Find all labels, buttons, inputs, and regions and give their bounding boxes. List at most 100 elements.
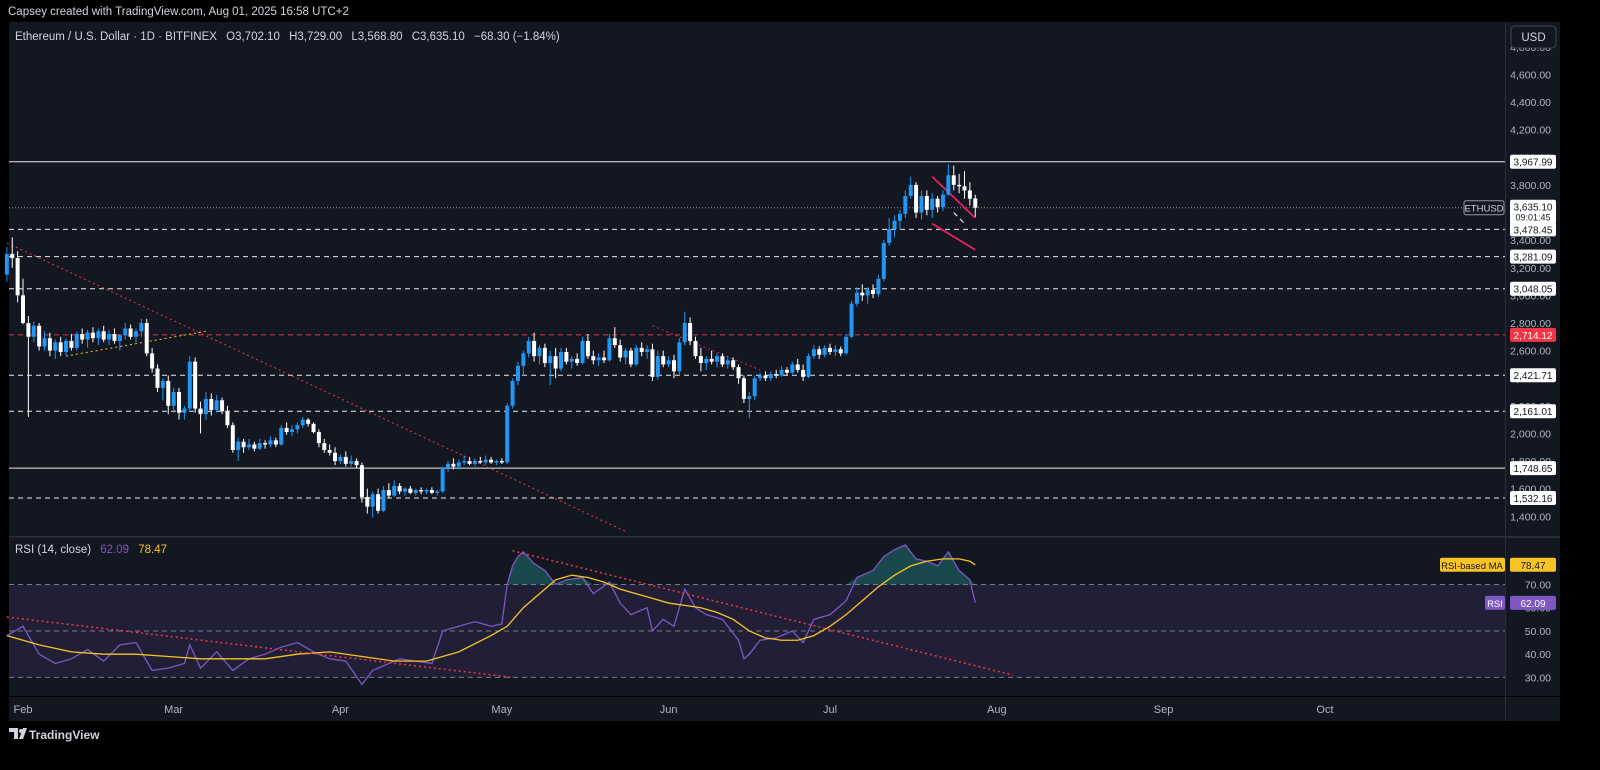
candle-body[interactable]	[935, 198, 940, 208]
level-price-badge[interactable]	[1510, 222, 1556, 237]
candle[interactable]	[333, 447, 338, 466]
candle[interactable]	[645, 345, 650, 359]
candle-body[interactable]	[171, 392, 176, 406]
candle[interactable]	[263, 440, 268, 449]
candle-body[interactable]	[446, 463, 451, 468]
candle[interactable]	[935, 195, 940, 213]
candle[interactable]	[908, 176, 913, 199]
candle-body[interactable]	[741, 378, 746, 399]
candle-body[interactable]	[4, 253, 9, 275]
time-scale[interactable]	[9, 697, 1560, 721]
level-price-badge[interactable]	[1510, 368, 1556, 383]
candle-body[interactable]	[709, 358, 714, 362]
candle[interactable]	[376, 488, 381, 514]
candle-body[interactable]	[677, 342, 682, 372]
candle-body[interactable]	[623, 350, 628, 358]
candle[interactable]	[80, 328, 85, 344]
candle-body[interactable]	[790, 364, 795, 373]
candle[interactable]	[53, 339, 58, 359]
candle[interactable]	[456, 459, 461, 470]
candle-body[interactable]	[940, 194, 945, 208]
candle[interactable]	[311, 422, 316, 434]
candle[interactable]	[424, 488, 429, 495]
candle-body[interactable]	[795, 364, 800, 370]
candle[interactable]	[499, 458, 504, 464]
candle[interactable]	[214, 394, 219, 413]
candle-body[interactable]	[376, 494, 381, 511]
candle[interactable]	[284, 422, 289, 435]
candle-body[interactable]	[273, 440, 278, 445]
candle[interactable]	[144, 318, 149, 357]
candle[interactable]	[515, 361, 520, 386]
candle-body[interactable]	[833, 349, 838, 352]
candle-body[interactable]	[128, 328, 133, 337]
trendline[interactable]	[6, 242, 626, 532]
candle[interactable]	[257, 438, 262, 451]
candle-body[interactable]	[80, 334, 85, 340]
candle-body[interactable]	[548, 356, 553, 364]
candle[interactable]	[166, 375, 171, 415]
candle[interactable]	[682, 311, 687, 346]
candle-body[interactable]	[58, 342, 63, 352]
candle[interactable]	[246, 438, 251, 451]
candle-body[interactable]	[47, 338, 52, 351]
candle[interactable]	[478, 456, 483, 464]
candle-body[interactable]	[865, 289, 870, 296]
candle-body[interactable]	[392, 485, 397, 496]
candle-body[interactable]	[236, 441, 241, 451]
candle-body[interactable]	[967, 190, 972, 199]
candle-body[interactable]	[618, 345, 623, 358]
candle[interactable]	[171, 387, 176, 413]
candle[interactable]	[203, 392, 208, 420]
candle[interactable]	[489, 456, 494, 464]
candle[interactable]	[704, 356, 709, 370]
candle-body[interactable]	[333, 452, 338, 462]
candle[interactable]	[650, 343, 655, 381]
candle-body[interactable]	[31, 325, 36, 337]
candle[interactable]	[871, 284, 876, 299]
rsi-line[interactable]	[6, 544, 976, 686]
candle-body[interactable]	[698, 356, 703, 364]
candle[interactable]	[349, 455, 354, 467]
trendline[interactable]	[931, 175, 976, 219]
candle[interactable]	[429, 487, 434, 495]
candle[interactable]	[736, 364, 741, 384]
candle-body[interactable]	[849, 303, 854, 337]
candle-body[interactable]	[973, 198, 978, 208]
candle-body[interactable]	[951, 175, 956, 185]
candle[interactable]	[655, 350, 660, 380]
candle-body[interactable]	[42, 338, 47, 347]
candle-body[interactable]	[860, 292, 865, 296]
candle[interactable]	[74, 331, 79, 351]
candle[interactable]	[402, 487, 407, 496]
candle[interactable]	[128, 324, 133, 340]
candle[interactable]	[897, 209, 902, 230]
candle-body[interactable]	[343, 456, 348, 464]
candle[interactable]	[715, 353, 720, 368]
candle-body[interactable]	[801, 369, 806, 377]
candle-body[interactable]	[779, 369, 784, 376]
candle[interactable]	[435, 490, 440, 496]
candle[interactable]	[661, 350, 666, 368]
candle-body[interactable]	[499, 461, 504, 463]
candle[interactable]	[64, 338, 69, 357]
candle-body[interactable]	[117, 335, 122, 341]
candle-body[interactable]	[214, 400, 219, 410]
level-price-badge[interactable]	[1510, 461, 1556, 476]
candle-body[interactable]	[408, 488, 413, 493]
trendline[interactable]	[65, 330, 207, 357]
candle[interactable]	[10, 237, 15, 268]
candle[interactable]	[252, 441, 257, 452]
candle-body[interactable]	[526, 340, 531, 354]
candle-body[interactable]	[725, 360, 730, 365]
candle-body[interactable]	[26, 322, 31, 337]
candle[interactable]	[392, 480, 397, 497]
candle[interactable]	[177, 387, 182, 420]
candle-body[interactable]	[101, 331, 106, 340]
candle-body[interactable]	[322, 443, 327, 451]
candle[interactable]	[731, 357, 736, 370]
candle[interactable]	[359, 462, 364, 503]
candle-body[interactable]	[715, 356, 720, 362]
candle[interactable]	[139, 318, 144, 337]
candle[interactable]	[209, 393, 214, 416]
